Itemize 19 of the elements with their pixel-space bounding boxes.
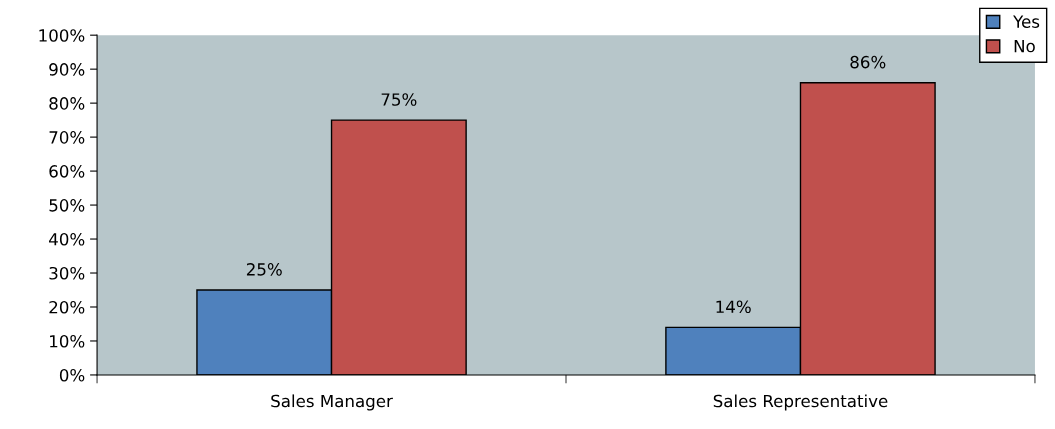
x-tick-label: Sales Manager	[271, 394, 393, 411]
data-label: 86%	[850, 55, 886, 69]
y-tick-label: 80%	[49, 97, 85, 110]
y-tick-label: 10%	[50, 334, 85, 348]
y-tick-label: 40%	[49, 233, 85, 246]
data-label: 14%	[716, 300, 751, 314]
y-tick-label: 100%	[39, 29, 85, 42]
data-label: 25%	[246, 263, 282, 276]
data-label: 75%	[381, 93, 417, 106]
y-tick-label: 0%	[59, 368, 85, 382]
y-tick-label: 60%	[49, 165, 85, 178]
legend-label: No	[1014, 39, 1035, 53]
y-tick-label: 20%	[49, 300, 85, 314]
y-tick-label: 70%	[49, 131, 85, 144]
y-tick-label: 50%	[49, 199, 85, 212]
x-tick-label: Sales Representative	[713, 394, 888, 411]
legend-label: Yes	[1013, 15, 1040, 28]
y-tick-label: 90%	[49, 63, 85, 76]
y-tick-label: 30%	[49, 266, 85, 280]
